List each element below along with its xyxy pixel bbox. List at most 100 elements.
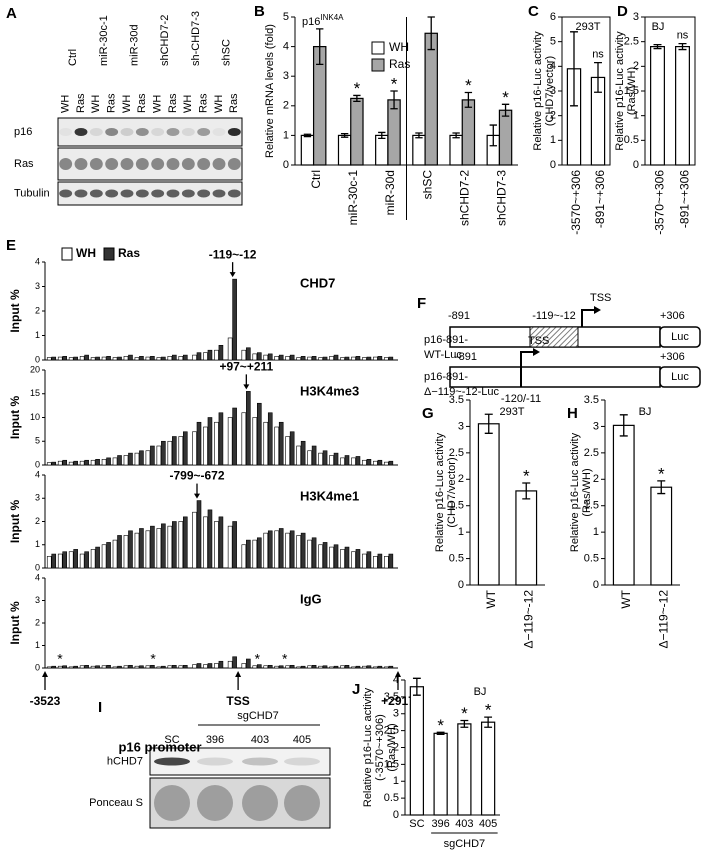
- blot-band: [74, 158, 88, 170]
- bar: [139, 450, 144, 466]
- bar: [112, 539, 118, 569]
- bar: [263, 354, 269, 361]
- bar: [62, 459, 68, 466]
- bar: [84, 459, 89, 466]
- y-tick-label: 3: [283, 70, 289, 82]
- legend-swatch: [61, 247, 73, 261]
- bar: [95, 458, 100, 466]
- y-tick-label: 0: [35, 354, 40, 364]
- bar: [256, 664, 262, 669]
- significance: *: [354, 79, 361, 98]
- bar: [650, 486, 673, 586]
- y-tick-label: 3: [35, 493, 40, 503]
- y-axis-label: (Ras/WH): [386, 723, 398, 771]
- bar: [123, 356, 129, 361]
- bar: [161, 356, 166, 361]
- legend-swatch: [371, 41, 385, 55]
- row-label: p16: [14, 126, 32, 138]
- y-tick-label: 4: [35, 572, 40, 582]
- bar: [373, 556, 378, 569]
- bar: [57, 356, 63, 361]
- bar: [128, 664, 133, 669]
- bar: [373, 356, 378, 361]
- bar: [207, 663, 213, 669]
- x-tick-label: shSC: [420, 170, 434, 200]
- bar: [366, 356, 372, 361]
- bar: [377, 665, 383, 669]
- blot-strip: [57, 117, 243, 147]
- x-tick-label: 396: [431, 818, 449, 830]
- blot-strip: [57, 181, 243, 206]
- bar: [322, 356, 328, 361]
- bar: [145, 530, 151, 569]
- lane-label: WH: [121, 95, 133, 113]
- x-axis-label: p16 promoter: [118, 739, 201, 754]
- bar: [192, 354, 197, 361]
- note: BJ: [474, 686, 487, 698]
- y-axis-label: (Ras/WH): [626, 67, 638, 115]
- bar: [203, 516, 208, 569]
- bar: [351, 666, 356, 669]
- y-tick-label: 0: [283, 159, 289, 171]
- bar: [90, 665, 96, 669]
- tss-arrowhead: [533, 348, 540, 356]
- blot-band: [197, 158, 211, 170]
- bar: [73, 460, 78, 466]
- bar: [412, 134, 426, 166]
- y-tick-label: 2.5: [384, 725, 399, 737]
- lane-label: WH: [60, 95, 72, 113]
- y-tick-label: 4: [283, 41, 289, 53]
- bar: [409, 686, 425, 816]
- bar: [123, 455, 129, 466]
- significance: ns: [677, 30, 689, 42]
- error-bar: [303, 133, 312, 138]
- annotation-arrowhead: [229, 272, 236, 278]
- bar: [246, 539, 251, 569]
- blot-band: [105, 189, 119, 198]
- bar: [322, 665, 328, 669]
- construct-name: p16-891-: [424, 334, 468, 346]
- end-label: +306: [660, 310, 685, 322]
- x-tick-label: Δ−119~-12: [656, 590, 670, 649]
- annotation-arrowhead: [193, 493, 200, 499]
- tss-arrow: [520, 351, 535, 367]
- bar: [145, 665, 151, 669]
- blot-band: [151, 158, 165, 170]
- diagram-f: -891 -119~-12 TSS +306 Luc p16-891- WT-L…: [424, 292, 701, 405]
- y-tick-label: 2.5: [584, 447, 599, 459]
- bar: [329, 455, 334, 466]
- group-label: miR-30c-1: [98, 15, 110, 66]
- y-tick-label: 1: [393, 775, 399, 787]
- blot-band: [197, 189, 211, 198]
- blot-band: [151, 128, 165, 136]
- bar: [196, 663, 202, 669]
- lane-label: Ras: [75, 93, 87, 113]
- group-label: miR-30d: [129, 24, 141, 66]
- bar: [278, 354, 284, 361]
- bar: [351, 551, 356, 569]
- y-tick-label: 3.5: [449, 394, 464, 406]
- bar: [388, 460, 394, 466]
- bar: [134, 665, 140, 669]
- lane-label: 396: [206, 734, 224, 746]
- blot-band: [135, 189, 149, 198]
- bar: [57, 553, 63, 569]
- bar: [388, 356, 394, 361]
- y-axis-label: (CHD7/vector): [544, 56, 556, 126]
- y-tick-label: 1: [593, 526, 599, 538]
- bar: [366, 665, 372, 669]
- blot-band: [135, 158, 149, 170]
- y-tick-label: 1.5: [624, 85, 639, 97]
- bar: [318, 544, 323, 569]
- lane-label: WH: [152, 95, 164, 113]
- x-tick-label: Δ−119~-12: [521, 590, 535, 649]
- bar: [344, 664, 350, 669]
- construct-name: Δ−119~-12-Luc: [424, 386, 500, 398]
- error-bar: [427, 16, 435, 51]
- blot-band: [74, 189, 88, 198]
- x-tick-label: -891~+306: [678, 170, 692, 228]
- bar: [51, 553, 57, 569]
- bar: [300, 356, 306, 361]
- bar: [128, 530, 133, 569]
- bar: [79, 356, 85, 361]
